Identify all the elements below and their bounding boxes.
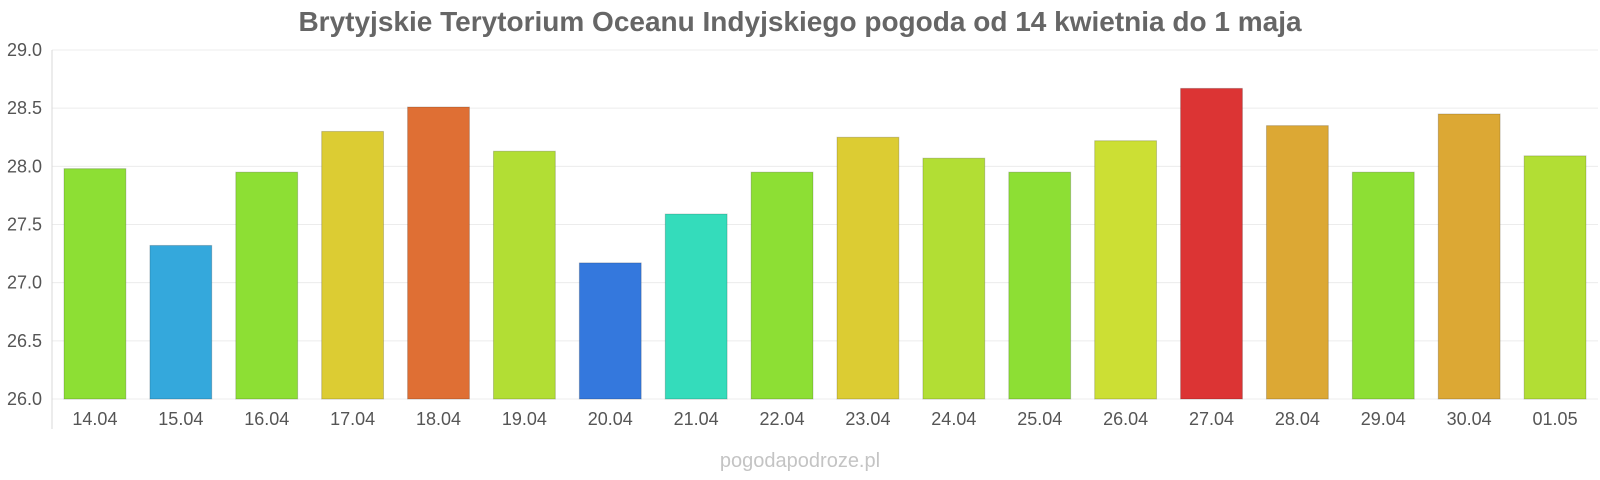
x-tick-label: 01.05 — [1533, 409, 1578, 429]
x-tick-label: 22.04 — [760, 409, 805, 429]
bar — [1265, 125, 1329, 400]
x-tick-label: 25.04 — [1017, 409, 1062, 429]
x-tick-label: 23.04 — [845, 409, 890, 429]
x-tick-label: 20.04 — [588, 409, 633, 429]
bar — [1351, 171, 1415, 400]
chart-title: Brytyjskie Terytorium Oceanu Indyjskiego… — [298, 6, 1302, 37]
bar — [578, 262, 642, 400]
watermark: pogodapodroze.pl — [719, 450, 881, 472]
bar — [1094, 140, 1158, 400]
x-tick-label: 19.04 — [502, 409, 547, 429]
y-tick-label: 26.5 — [7, 331, 42, 351]
bar — [149, 244, 213, 400]
bar — [750, 171, 814, 400]
x-tick-label: 15.04 — [158, 409, 203, 429]
x-tick-label: 21.04 — [674, 409, 719, 429]
x-tick-label: 17.04 — [330, 409, 375, 429]
bar — [1523, 155, 1587, 400]
x-tick-label: 29.04 — [1361, 409, 1406, 429]
y-tick-label: 27.5 — [7, 215, 42, 235]
x-tick-label: 30.04 — [1447, 409, 1492, 429]
y-tick-label: 28.0 — [7, 156, 42, 176]
x-tick-label: 16.04 — [244, 409, 289, 429]
bar — [321, 130, 385, 400]
y-tick-label: 26.0 — [7, 389, 42, 409]
bar — [664, 213, 728, 400]
x-tick-label: 14.04 — [72, 409, 117, 429]
x-tick-label: 27.04 — [1189, 409, 1234, 429]
bar — [1437, 113, 1501, 400]
bar — [407, 106, 470, 400]
y-tick-label: 28.5 — [7, 98, 42, 118]
bar — [1008, 171, 1072, 400]
x-tick-label: 18.04 — [416, 409, 461, 429]
x-tick-label: 28.04 — [1275, 409, 1320, 429]
bar — [63, 168, 127, 400]
bar — [922, 157, 986, 400]
x-tick-label: 26.04 — [1103, 409, 1148, 429]
bar — [235, 171, 299, 400]
y-tick-label: 27.0 — [7, 273, 42, 293]
bar — [1180, 87, 1243, 400]
bar — [836, 136, 900, 400]
y-tick-label: 29.0 — [7, 40, 42, 60]
bar — [492, 150, 556, 400]
x-tick-label: 24.04 — [931, 409, 976, 429]
